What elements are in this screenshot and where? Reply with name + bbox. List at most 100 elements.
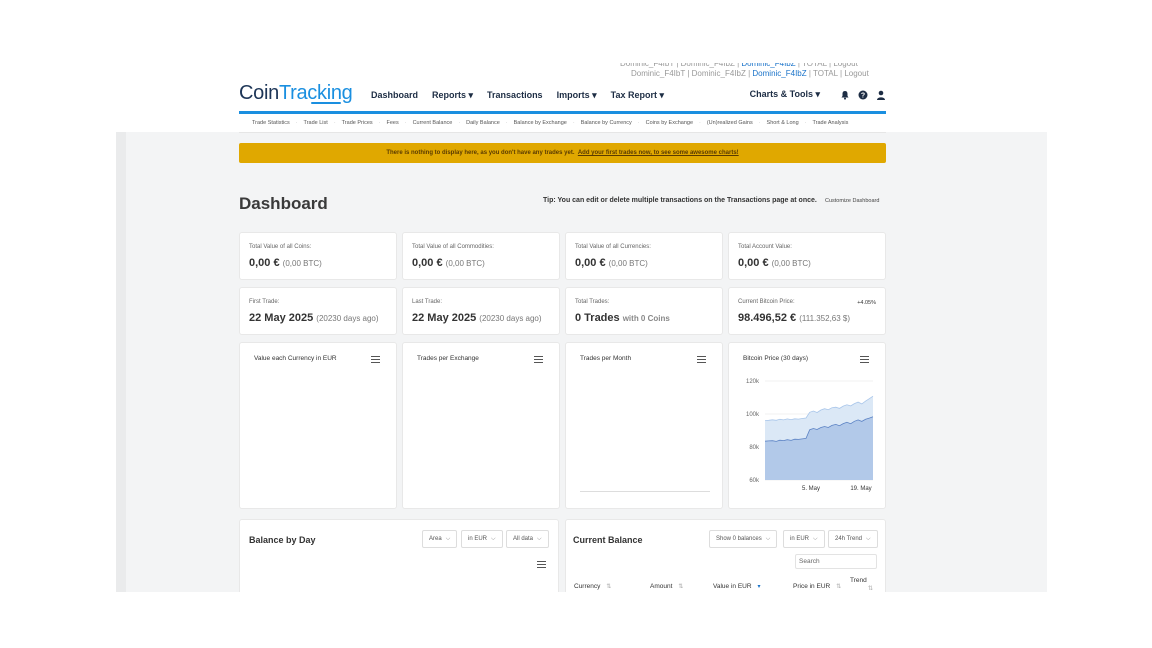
subnav-item[interactable]: Balance by Currency — [580, 120, 632, 126]
stat-card-last-trade: Last Trade: 22 May 2025 (20230 days ago) — [403, 288, 559, 334]
no-trades-alert: There is nothing to display here, as you… — [239, 143, 886, 163]
stat-card-total-trades: Total Trades: 0 Trades with 0 Coins — [566, 288, 722, 334]
y-tick-label: 60k — [749, 478, 760, 484]
stat-card-currencies: Total Value of all Currencies: 0,00 € (0… — [566, 233, 722, 279]
col-currency[interactable]: Currency ⇅ — [574, 583, 612, 590]
y-tick-label: 80k — [749, 445, 760, 451]
help-icon[interactable]: ? — [858, 90, 868, 100]
nav-tax-report[interactable]: Tax Report ▾ — [610, 90, 664, 100]
subnav-item[interactable]: Daily Balance — [466, 120, 500, 126]
currency-select[interactable]: in EUR ⌵ — [461, 530, 503, 548]
stat-value: 0,00 € (0,00 BTC) — [575, 257, 648, 269]
subnav-item[interactable]: Trade Statistics — [252, 120, 290, 126]
page-title: Dashboard — [239, 194, 328, 213]
user-links: Dominic_F4IbT | Dominic_F4IbZ | Dominic_… — [631, 69, 869, 78]
tip-text: Tip: You can edit or delete multiple tra… — [543, 197, 817, 204]
logout-link[interactable]: Logout — [844, 69, 869, 78]
alert-text: There is nothing to display here, as you… — [386, 150, 575, 156]
stat-label: Current Bitcoin Price: — [738, 299, 795, 305]
stat-label: First Trade: — [249, 299, 280, 305]
range-select[interactable]: All data ⌵ — [506, 530, 549, 548]
nav-charts-tools[interactable]: Charts & Tools ▾ — [749, 89, 820, 99]
hamburger-menu-icon[interactable] — [534, 356, 543, 363]
stat-card-commodities: Total Value of all Commodities: 0,00 € (… — [403, 233, 559, 279]
show-zero-balances-select[interactable]: Show 0 balances ⌵ — [709, 530, 778, 548]
bitcoin-price-chart: 120k 100k 80k 60k 5. May 19. May — [746, 379, 874, 492]
chart-card-value-each-currency: Value each Currency in EUR — [240, 343, 396, 508]
subnav-item[interactable]: Balance by Exchange — [513, 120, 567, 126]
sub-nav: Trade Statistics · Trade List · Trade Pric… — [239, 114, 886, 133]
chart-card-bitcoin-price: Bitcoin Price (30 days) 120k 100k 80k 60k 5.… — [729, 343, 885, 508]
bell-icon[interactable] — [840, 90, 850, 100]
chart-type-select[interactable]: Area ⌵ — [422, 530, 458, 548]
user-link[interactable]: Dominic_F4IbT — [620, 60, 675, 68]
subnav-item[interactable]: Coins by Exchange — [645, 120, 693, 126]
hamburger-menu-icon[interactable] — [860, 356, 869, 363]
balance-by-day-card — [240, 520, 558, 600]
balance-search-input[interactable]: Search — [795, 554, 877, 569]
subnav-item[interactable]: Short & Long — [766, 120, 799, 126]
subnav-item[interactable]: Trade Prices — [341, 120, 373, 126]
subnav-item[interactable]: Current Balance — [412, 120, 453, 126]
logo[interactable]: CoinTracking — [239, 82, 353, 105]
stat-label: Total Value of all Coins: — [249, 244, 312, 250]
user-link[interactable]: Dominic_F4IbZ — [691, 69, 746, 78]
stat-card-first-trade: First Trade: 22 May 2025 (20230 days ago… — [240, 288, 396, 334]
price-change-badge: +4.05% — [857, 300, 876, 306]
chart-title: Trades per Month — [580, 355, 632, 362]
stat-value: 98.496,52 € (111.352,63 $) — [738, 312, 851, 324]
nav-reports[interactable]: Reports ▾ — [432, 90, 474, 100]
nav-transactions[interactable]: Transactions — [487, 90, 543, 100]
logo-swoosh — [311, 102, 341, 104]
subnav-item[interactable]: Trade List — [303, 120, 328, 126]
chart-card-trades-per-exchange: Trades per Exchange — [403, 343, 559, 508]
user-link-active[interactable]: Dominic_F4IbZ — [752, 69, 807, 78]
price-line-series-0 — [764, 395, 874, 421]
stat-value: 22 May 2025 (20230 days ago) — [412, 312, 542, 324]
hamburger-menu-icon[interactable] — [697, 356, 706, 363]
stat-card-bitcoin-price: Current Bitcoin Price: +4.05% 98.496,52 … — [729, 288, 885, 334]
x-tick-label: 19. May — [850, 486, 871, 492]
col-amount[interactable]: Amount ⇅ — [650, 583, 684, 590]
bottom-white-band — [0, 592, 1152, 648]
balance-currency-select[interactable]: in EUR ⌵ — [783, 530, 825, 548]
hamburger-menu-icon[interactable] — [537, 561, 546, 568]
user-icon[interactable] — [876, 90, 886, 100]
subnav-item[interactable]: Fees — [386, 120, 399, 126]
col-price-in-eur[interactable]: Price in EUR ⇅ — [793, 583, 842, 590]
user-link-active[interactable]: Dominic_F4IbZ — [741, 60, 796, 68]
user-link[interactable]: Dominic_F4IbT — [631, 69, 686, 78]
price-line-series-1 — [764, 416, 874, 442]
x-tick-label: 5. May — [802, 486, 820, 492]
user-link[interactable]: TOTAL — [802, 60, 827, 68]
chart-card-trades-per-month: Trades per Month — [566, 343, 722, 508]
nav-imports[interactable]: Imports ▾ — [556, 90, 597, 100]
logout-link[interactable]: Logout — [833, 60, 858, 68]
chart-title: Trades per Exchange — [417, 355, 479, 362]
subnav-item[interactable]: (Un)realized Gains — [706, 120, 753, 126]
chart-title: Bitcoin Price (30 days) — [743, 355, 809, 362]
header-accent-bar — [239, 111, 886, 114]
user-link[interactable]: TOTAL — [813, 69, 838, 78]
nav-right: Charts & Tools ▾ ? — [750, 89, 886, 100]
stat-label: Total Value of all Currencies: — [575, 244, 651, 250]
stat-value: 0,00 € (0,00 BTC) — [738, 257, 811, 269]
stat-value: 0,00 € (0,00 BTC) — [249, 257, 322, 269]
user-link[interactable]: Dominic_F4IbZ — [680, 60, 735, 68]
chevron-down-icon: ⌵ — [765, 536, 771, 542]
customize-dashboard-link[interactable]: Customize Dashboard — [825, 198, 880, 204]
stat-value: 22 May 2025 (20230 days ago) — [249, 312, 379, 324]
col-value-in-eur[interactable]: Value in EUR ▾ — [713, 583, 761, 590]
add-trades-link[interactable]: Add your first trades now, to see some a… — [577, 150, 739, 156]
svg-text:?: ? — [861, 92, 865, 99]
nav-dashboard[interactable]: Dashboard — [371, 90, 419, 100]
sort-icon[interactable]: ⇅ — [868, 586, 874, 592]
y-tick-label: 120k — [746, 379, 760, 385]
hamburger-menu-icon[interactable] — [371, 356, 380, 363]
col-trend[interactable]: Trend — [850, 577, 867, 584]
trend-select[interactable]: 24h Trend ⌵ — [828, 530, 878, 548]
chevron-down-icon: ⌵ — [537, 536, 542, 542]
subnav-item[interactable]: Trade Analysis — [812, 120, 849, 126]
logo-part-tracking: Tracking — [278, 82, 353, 104]
